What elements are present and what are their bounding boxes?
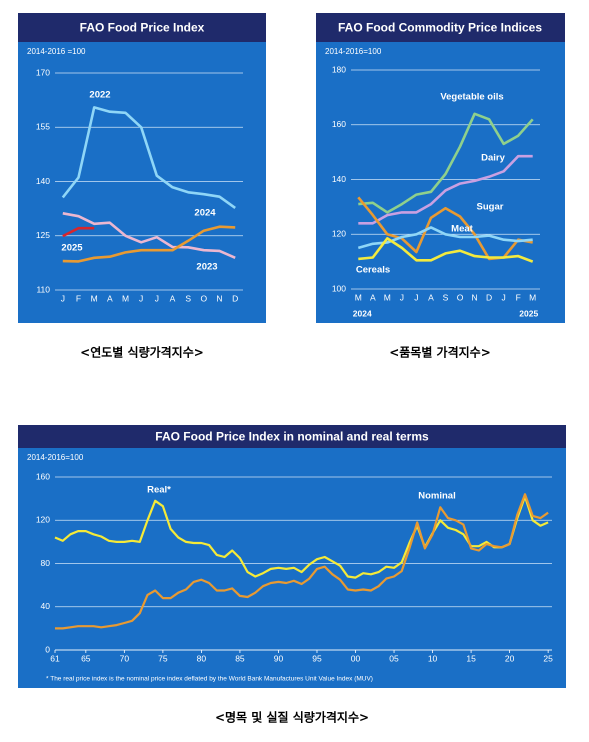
x-tick-label: 05 [389,653,399,663]
y-tick-label: 160 [36,471,50,481]
series-line [358,237,534,263]
x-tick-label: 95 [312,653,322,663]
x-tick-label: N [216,293,222,303]
x-tick-label: 75 [158,653,168,663]
x-tick-label: J [139,293,143,303]
x-tick-label: A [428,292,434,302]
x-tick-label: M [529,292,536,302]
x-tick-label: 80 [197,653,207,663]
x-tick-label: N [472,292,478,302]
chart-panel [18,13,266,323]
chart-header [18,425,566,448]
y-tick-label: 120 [36,515,50,525]
chart-subtitle: 2014-2016 =100 [27,47,86,56]
series-label: Nominal [418,491,455,502]
x-tick-label: O [457,292,464,302]
series-line [62,226,95,238]
chart-subtitle: 2014-2016=100 [325,47,382,56]
x-tick-label: D [486,292,492,302]
chart-title: FAO Food Price Index in nominal and real… [155,430,429,444]
y-tick-label: 40 [41,601,51,611]
x-tick-label: D [232,293,238,303]
y-tick-label: 140 [36,176,50,186]
x-tick-label: 15 [466,653,476,663]
series-label: 2022 [89,90,110,101]
x-tick-label: A [370,292,376,302]
series-label: 2023 [196,262,217,273]
x-tick-label: 25 [543,653,553,663]
x-tick-label: 90 [274,653,284,663]
series-label: Vegetable oils [440,92,503,103]
x-tick-label: 70 [120,653,130,663]
chart-title: FAO Food Commodity Price Indices [338,21,542,35]
chart-panel [316,13,565,323]
series-label: Dairy [481,153,505,164]
series-label: Cereals [356,265,390,276]
y-tick-label: 125 [36,230,50,240]
x-tick-label: 65 [81,653,91,663]
x-tick-label: J [61,293,65,303]
y-tick-label: 160 [332,119,346,129]
y-tick-label: 100 [332,283,346,293]
y-tick-label: 0 [45,644,50,654]
chart-subtitle: 2014-2016=100 [27,453,84,462]
x-tick-label: J [414,292,418,302]
x-tick-label: A [107,293,113,303]
y-tick-label: 110 [36,284,50,294]
footnote: * The real price index is the nominal pr… [46,676,373,683]
series-line [358,154,533,225]
chart-caption: <연도별 식량가격지수> [80,345,204,360]
x-tick-label: F [516,292,521,302]
x-tick-label: J [400,292,404,302]
x-tick-label: 10 [428,653,438,663]
series-label: 2025 [61,243,83,254]
series-line [357,226,533,250]
x-tick-label: O [201,293,208,303]
x-tick-label: J [502,292,506,302]
x-tick-label: S [185,293,191,303]
year-label: 2024 [353,308,372,318]
x-tick-label: M [122,293,129,303]
x-tick-label: F [76,293,81,303]
series-line [61,106,236,209]
y-tick-label: 180 [332,64,346,74]
y-tick-label: 170 [36,67,50,77]
x-tick-label: 00 [351,653,361,663]
chart-caption: <명목 및 실질 식량가격지수> [215,710,369,725]
x-tick-label: S [443,292,449,302]
chart-header [316,13,565,42]
y-tick-label: 120 [332,229,346,239]
x-tick-label: 61 [50,653,60,663]
x-tick-label: M [384,292,391,302]
x-tick-label: J [155,293,159,303]
series-line [55,493,549,630]
x-tick-label: 20 [505,653,515,663]
year-label: 2025 [519,308,538,318]
chart-title: FAO Food Price Index [80,21,205,35]
series-label: Sugar [477,202,504,213]
y-tick-label: 140 [332,174,346,184]
x-tick-label: 85 [235,653,245,663]
series-line [54,495,549,579]
y-tick-label: 155 [36,122,50,132]
series-label: Real* [147,485,171,496]
series-line [62,212,236,259]
chart-caption: <품목별 가격지수> [389,345,491,360]
series-line [358,112,534,214]
y-tick-label: 80 [41,558,51,568]
x-tick-label: M [355,292,362,302]
series-line [62,225,236,263]
series-label: Meat [451,224,473,235]
chart-panel [18,425,566,688]
series-label: 2024 [194,208,216,219]
x-tick-label: A [170,293,176,303]
chart-header [18,13,266,42]
x-tick-label: M [91,293,98,303]
